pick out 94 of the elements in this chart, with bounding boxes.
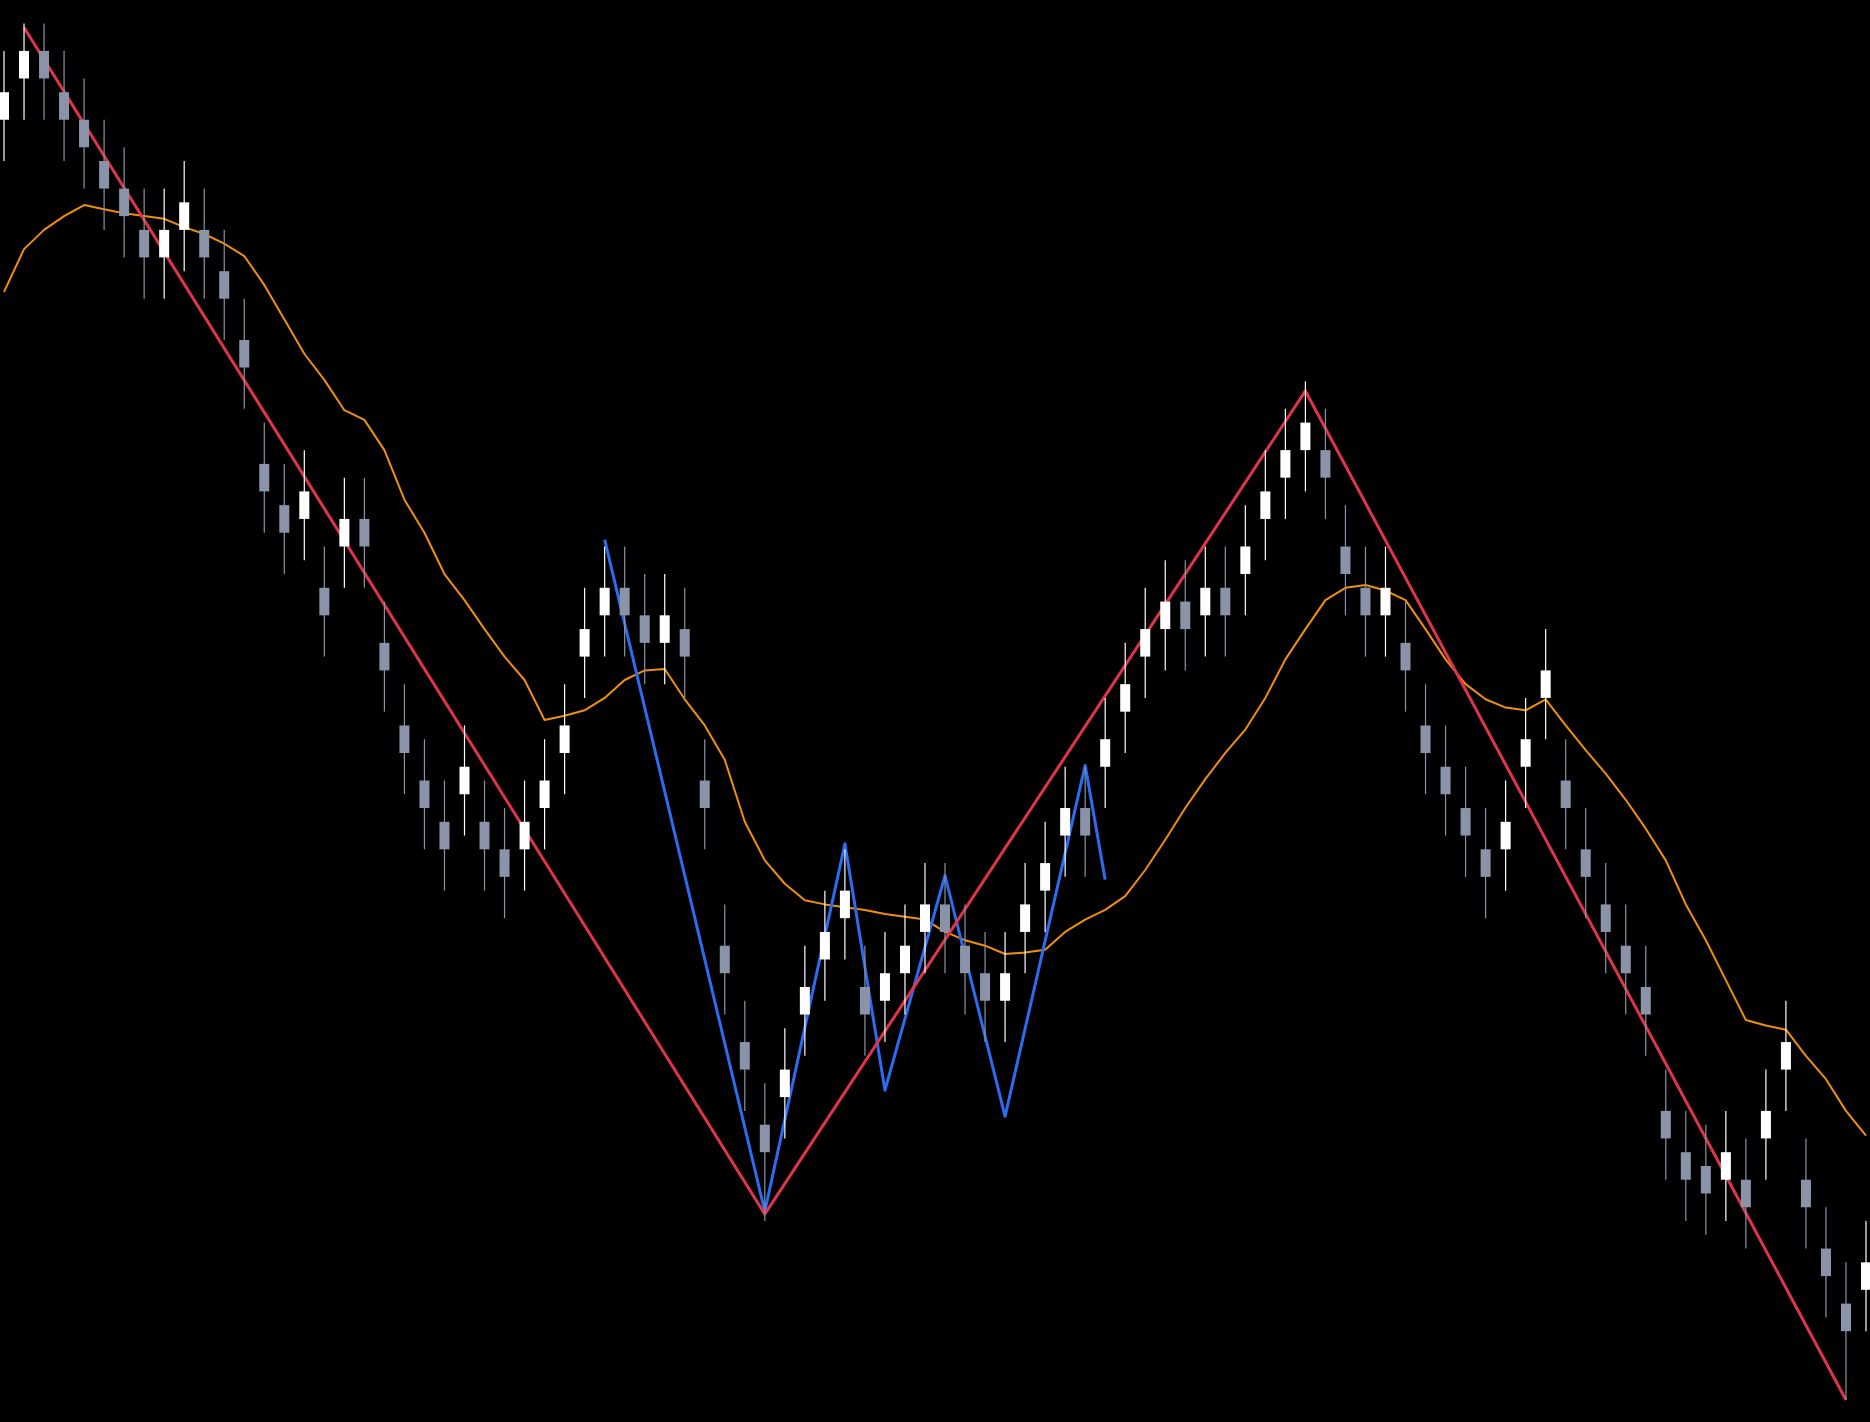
- candlestick: [219, 229, 230, 341]
- candlestick: [1600, 862, 1611, 974]
- candlestick: [1800, 1137, 1811, 1250]
- candlestick: [1120, 642, 1131, 754]
- candlestick: [399, 683, 410, 795]
- candlestick: [1160, 559, 1171, 671]
- candlestick: [419, 738, 430, 850]
- candlestick: [1560, 738, 1571, 850]
- candlestick: [299, 449, 310, 561]
- candlestick: [1820, 1206, 1831, 1318]
- candlestick: [719, 903, 730, 1016]
- candlestick: [679, 587, 690, 699]
- candlestick: [1320, 408, 1331, 520]
- candlestick: [1360, 545, 1371, 658]
- candlestick: [179, 160, 190, 272]
- candlestick: [79, 77, 90, 190]
- candlestick: [1720, 1110, 1731, 1222]
- candlestick: [1020, 862, 1031, 974]
- candlestick: [1260, 449, 1271, 561]
- candlestick: [1540, 628, 1551, 740]
- candlestick: [639, 573, 650, 685]
- candlestick: [1140, 587, 1151, 699]
- candlestick: [1840, 1261, 1851, 1401]
- candlestick: [599, 545, 610, 658]
- candlestick: [99, 119, 110, 231]
- candlestick: [619, 545, 630, 658]
- candlestick: [1620, 903, 1631, 1016]
- candlestick: [1080, 766, 1091, 878]
- candlestick: [499, 807, 510, 919]
- candlestick: [579, 587, 590, 699]
- candlestick: [259, 421, 270, 534]
- candlestick: [1400, 600, 1411, 713]
- candlestick: [339, 477, 350, 589]
- candlestick: [1200, 545, 1211, 658]
- candlestick: [1280, 408, 1291, 520]
- candlestick: [899, 903, 910, 1016]
- candlestick: [1740, 1137, 1751, 1250]
- candlestick: [1780, 1000, 1791, 1112]
- candlestick: [960, 903, 971, 1016]
- candlestick: [1520, 697, 1531, 809]
- candlestick: [1480, 807, 1491, 919]
- candlestick: [739, 1000, 750, 1112]
- candlestick: [1420, 683, 1431, 795]
- candlestick: [819, 890, 830, 1002]
- candlestick: [119, 146, 130, 259]
- candlestick: [859, 945, 870, 1057]
- candlestick: [39, 22, 50, 121]
- candlestick: [940, 862, 951, 974]
- candlestick: [1700, 1124, 1711, 1236]
- candlestick: [759, 1082, 770, 1222]
- candlestick: [1861, 1220, 1870, 1332]
- candlestick: [159, 187, 170, 300]
- candlestick: [1500, 779, 1511, 892]
- candlestick: [319, 545, 330, 658]
- candlestick: [479, 779, 490, 892]
- candlestick: [1380, 545, 1391, 658]
- candlestick: [139, 187, 150, 300]
- candlestick: [1240, 504, 1251, 616]
- candlestick: [1060, 766, 1071, 878]
- candlestick: [1220, 545, 1231, 658]
- candlestick: [559, 683, 570, 795]
- candlestick: [439, 779, 450, 892]
- candlestick: [1660, 1068, 1671, 1181]
- candlestick: [879, 931, 890, 1043]
- candlestick: [839, 848, 850, 961]
- candlestick: [279, 463, 290, 575]
- candlestick: [1000, 931, 1011, 1043]
- candlestick: [539, 738, 550, 850]
- candlestick: [1440, 724, 1451, 837]
- candlestick: [1040, 821, 1051, 933]
- candlestick: [1340, 504, 1351, 616]
- candlestick: [919, 862, 930, 974]
- candlestick: [59, 50, 70, 162]
- candlestick: [1680, 1110, 1691, 1222]
- candlestick: [199, 187, 210, 300]
- candlestick: [699, 738, 710, 850]
- candlestick: [1180, 559, 1191, 671]
- candlestick: [459, 724, 470, 837]
- candlestick: [659, 573, 670, 685]
- candlestick: [1460, 766, 1471, 878]
- candlestick: [359, 477, 370, 589]
- candlestick: [779, 1027, 790, 1140]
- candlestick: [19, 22, 30, 121]
- candlestick: [379, 600, 390, 713]
- candlestick: [1100, 697, 1111, 809]
- candlestick: [519, 779, 530, 892]
- candlestick: [1760, 1068, 1771, 1181]
- candlestick: [239, 298, 250, 410]
- candlestick: [980, 931, 991, 1043]
- candlestick: [1580, 807, 1591, 919]
- candlestick: [0, 50, 10, 162]
- candlestick: [1640, 945, 1651, 1057]
- candlestick: [799, 945, 810, 1057]
- candlestick: [1300, 380, 1311, 493]
